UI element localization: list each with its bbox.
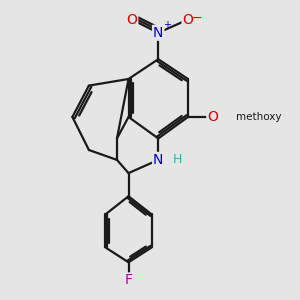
Text: −: − [192,12,202,25]
Text: H: H [173,153,182,167]
Text: +: + [163,20,171,30]
Text: N: N [153,26,164,40]
Text: O: O [126,13,137,27]
Text: F: F [124,273,133,287]
Text: N: N [153,153,164,167]
Text: O: O [182,13,194,27]
Text: O: O [207,110,218,124]
Text: methoxy: methoxy [236,112,281,122]
